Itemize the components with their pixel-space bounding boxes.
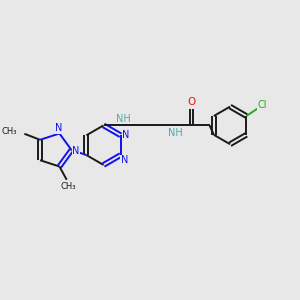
Text: N: N [55,123,62,133]
Text: N: N [122,130,130,140]
Text: Cl: Cl [257,100,267,110]
Text: CH₃: CH₃ [60,182,76,191]
Text: N: N [72,146,80,156]
Text: NH: NH [116,114,131,124]
Text: NH: NH [169,128,183,138]
Text: O: O [188,97,196,107]
Text: N: N [121,155,128,165]
Text: CH₃: CH₃ [1,127,17,136]
